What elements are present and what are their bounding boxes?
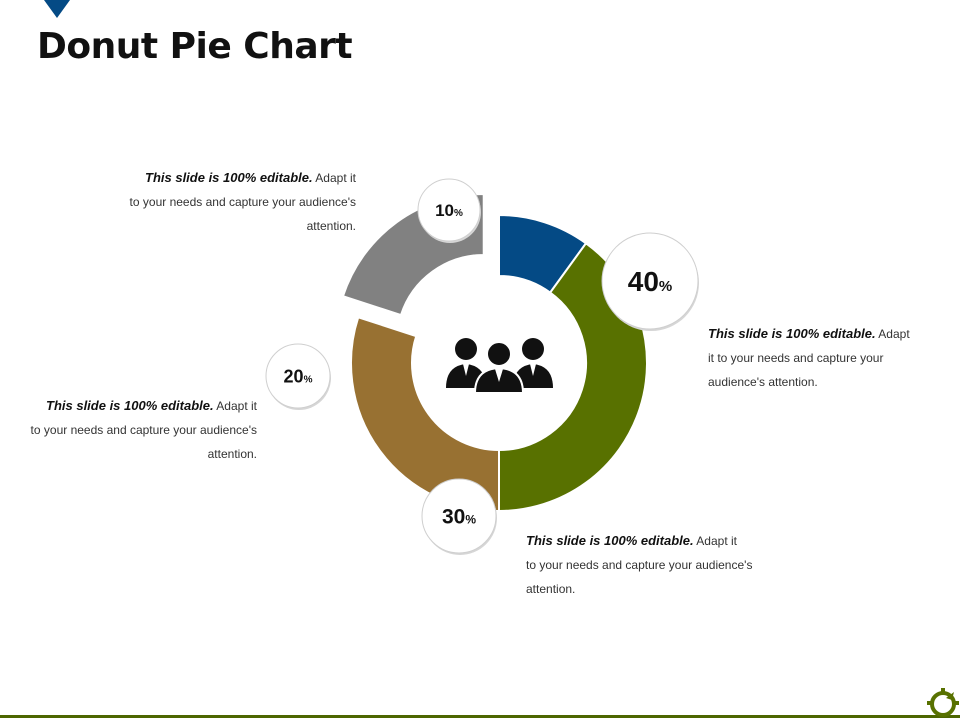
value-label-text: 10% <box>435 201 463 220</box>
note-bold: This slide is 100% editable. <box>46 398 214 413</box>
value-label-number: 40 <box>628 266 659 297</box>
note-bold: This slide is 100% editable. <box>526 533 694 548</box>
note-text: audience's attention. <box>708 375 818 389</box>
value-label-circle <box>265 343 331 409</box>
note-text: Adapt <box>875 327 910 341</box>
value-label-circle <box>417 178 481 242</box>
value-label-bubble: 10% <box>417 178 481 243</box>
page-title: Donut Pie Chart <box>37 26 353 67</box>
company-logo-icon <box>927 688 959 717</box>
value-label-unit: % <box>454 208 463 219</box>
note-text: to your needs and capture your audience'… <box>30 423 257 437</box>
note-text: Adapt it <box>693 534 737 548</box>
donut-slice-30 <box>350 316 500 513</box>
bottom-accent-line <box>0 715 960 718</box>
value-label-unit: % <box>304 374 313 385</box>
note-top-left: This slide is 100% editable. Adapt it to… <box>100 166 356 238</box>
value-label-circle <box>601 232 699 330</box>
note-text: attention. <box>526 582 576 596</box>
note-left: This slide is 100% editable. Adapt it to… <box>0 394 257 466</box>
top-triangle-marker <box>44 0 70 18</box>
note-text: to your needs and capture your audience'… <box>526 558 753 572</box>
value-label-text: 20% <box>284 366 313 386</box>
donut-slice-40 <box>498 241 648 513</box>
value-label-text: 40% <box>628 266 673 297</box>
value-label-bubble: 40% <box>601 232 699 331</box>
note-text: to your needs and capture your audience'… <box>129 195 356 209</box>
value-label-unit: % <box>659 278 672 295</box>
value-label-number: 20 <box>284 366 304 386</box>
note-bold: This slide is 100% editable. <box>145 170 313 185</box>
value-label-text: 30% <box>442 506 476 529</box>
value-label-circle <box>421 478 497 554</box>
team-people-icon <box>446 338 553 394</box>
value-label-bubble: 20% <box>265 343 331 410</box>
value-label-number: 10 <box>435 201 454 220</box>
note-right: This slide is 100% editable. Adapt it to… <box>708 322 948 394</box>
note-text: it to your needs and capture your <box>708 351 884 365</box>
value-label-bubble: 30% <box>421 478 497 555</box>
value-labels: 10%40%30%20% <box>265 178 699 555</box>
note-bottom: This slide is 100% editable. Adapt it to… <box>526 529 786 601</box>
note-text: attention. <box>207 447 257 461</box>
note-text: attention. <box>306 219 356 233</box>
note-text: Adapt it <box>312 171 356 185</box>
value-label-unit: % <box>465 513 476 527</box>
note-text: Adapt it <box>213 399 257 413</box>
value-label-number: 30 <box>442 506 465 529</box>
donut-slices <box>341 192 648 513</box>
note-bold: This slide is 100% editable. <box>708 326 876 341</box>
